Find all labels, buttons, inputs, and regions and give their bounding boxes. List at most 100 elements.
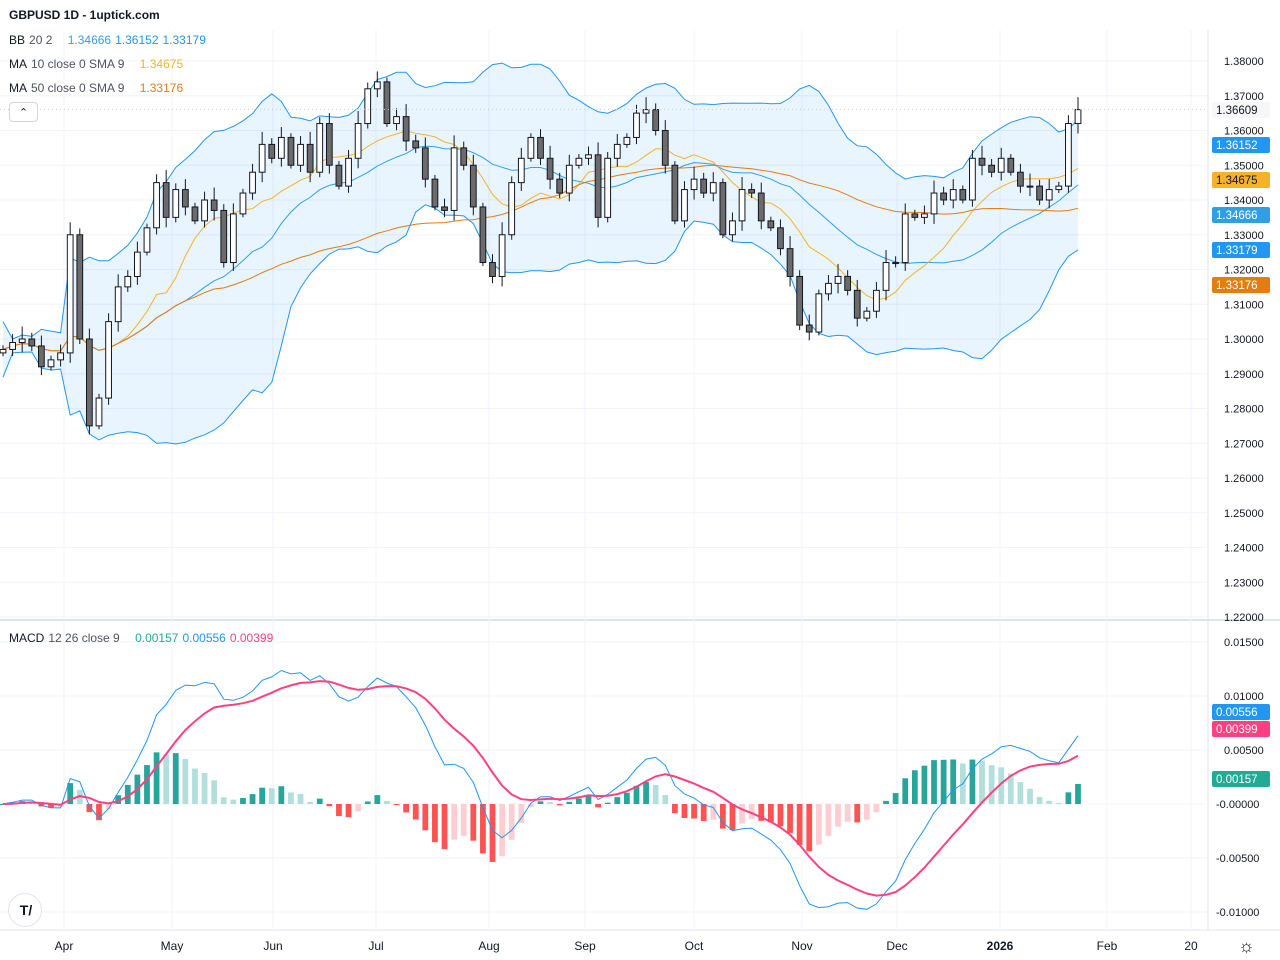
candle-body bbox=[853, 289, 861, 319]
candle bbox=[229, 203, 237, 271]
legend-ma50[interactable]: MA 50 close 0 SMA 9 1.33176 bbox=[9, 81, 187, 95]
macd-histogram-bar bbox=[48, 804, 54, 808]
legend-macd[interactable]: MACD 12 26 close 9 0.00157 0.00556 0.00399 bbox=[9, 631, 277, 645]
candle bbox=[863, 307, 871, 322]
macd-histogram-bar bbox=[902, 778, 909, 804]
macd-axis-badge: 0.00399 bbox=[1212, 721, 1270, 737]
candle-body bbox=[930, 192, 938, 215]
macd-histogram-bar bbox=[288, 792, 294, 804]
legend-macd-label: MACD bbox=[9, 631, 45, 645]
candle bbox=[325, 113, 333, 174]
candle-body bbox=[479, 206, 487, 264]
macd-histogram-bar bbox=[595, 804, 601, 808]
candle-body bbox=[508, 182, 516, 236]
gear-icon[interactable]: ☼ bbox=[1238, 936, 1255, 956]
time-tick-label: 2026 bbox=[987, 939, 1014, 953]
macd-histogram-bar bbox=[1046, 800, 1053, 804]
macd-histogram-bar bbox=[979, 760, 985, 804]
macd-histogram-bar bbox=[518, 804, 525, 823]
macd-histogram-bar bbox=[844, 804, 851, 822]
candle-body bbox=[873, 289, 880, 312]
candle-body bbox=[239, 192, 247, 215]
candle bbox=[66, 222, 74, 363]
macd-histogram-bar bbox=[758, 804, 765, 821]
time-tick-label: Oct bbox=[685, 939, 704, 953]
candle-body bbox=[1036, 185, 1043, 201]
candle-body bbox=[1026, 185, 1034, 188]
legend-bb-label: BB bbox=[9, 33, 26, 47]
candle bbox=[373, 71, 381, 98]
candle bbox=[28, 332, 36, 351]
macd-histogram-bar bbox=[489, 804, 496, 862]
candle-body bbox=[1017, 171, 1024, 187]
macd-histogram-bar bbox=[460, 804, 467, 836]
candle-body bbox=[460, 147, 468, 166]
macd-histogram-bar bbox=[777, 804, 784, 827]
collapse-legend-button[interactable]: ⌃ bbox=[9, 102, 38, 122]
macd-histogram-bar bbox=[988, 765, 995, 804]
candle bbox=[1007, 154, 1015, 176]
candle-body bbox=[431, 178, 439, 208]
macd-histogram-bar bbox=[1055, 802, 1062, 804]
candle bbox=[633, 104, 640, 145]
price-tick-label: 1.32000 bbox=[1224, 265, 1264, 277]
tradingview-logo[interactable]: T/ bbox=[8, 893, 42, 927]
candle bbox=[18, 326, 26, 353]
candle bbox=[786, 236, 794, 287]
legend-ma50-label: MA bbox=[9, 81, 27, 95]
candle bbox=[921, 205, 928, 225]
candle bbox=[508, 176, 516, 240]
candle-body bbox=[796, 275, 804, 326]
candle bbox=[57, 344, 64, 367]
legend-macd-params: 12 26 close 9 bbox=[48, 631, 120, 645]
candle-body bbox=[1007, 157, 1015, 173]
candle bbox=[815, 289, 823, 336]
candle-body bbox=[316, 123, 324, 173]
candle bbox=[105, 313, 112, 405]
legend-macd-value: 0.00556 bbox=[182, 631, 226, 645]
candle-body bbox=[911, 213, 919, 218]
axis-badge-value: 1.34666 bbox=[1216, 210, 1258, 222]
candle-body bbox=[901, 213, 909, 264]
candle-body bbox=[604, 157, 612, 218]
macd-histogram-bar bbox=[739, 804, 745, 824]
candle-body bbox=[527, 136, 535, 159]
candle bbox=[153, 174, 160, 235]
candle-body bbox=[921, 213, 928, 218]
macd-histogram-bar bbox=[863, 804, 870, 820]
candle bbox=[143, 223, 151, 256]
macd-tick-label: -0.01000 bbox=[1216, 907, 1259, 919]
candle bbox=[287, 133, 295, 169]
legend-ma10[interactable]: MA 10 close 0 SMA 9 1.34675 bbox=[9, 57, 187, 71]
price-tick-label: 1.29000 bbox=[1224, 369, 1264, 381]
candle bbox=[729, 212, 736, 242]
macd-histogram-bar bbox=[240, 798, 246, 804]
candle-body bbox=[537, 136, 544, 159]
candle-body bbox=[258, 143, 266, 173]
macd-histogram-bar bbox=[508, 804, 515, 840]
macd-histogram-bar bbox=[604, 802, 611, 804]
candle-body bbox=[978, 157, 986, 166]
macd-histogram-bar bbox=[537, 801, 544, 804]
candle bbox=[76, 228, 84, 345]
axis-badge-bg bbox=[1212, 277, 1270, 293]
candle bbox=[777, 219, 784, 256]
candle bbox=[930, 180, 938, 224]
candle-body bbox=[748, 189, 756, 194]
macd-histogram-bar bbox=[652, 784, 659, 804]
last-price-badge: 1.36609 bbox=[1212, 102, 1270, 118]
logo-text: T/ bbox=[19, 902, 32, 918]
macd-histogram-bar bbox=[345, 804, 352, 818]
price-axis-badge: 1.33176 bbox=[1212, 277, 1270, 293]
candle bbox=[959, 185, 967, 204]
candle-body bbox=[969, 157, 976, 201]
legend-macd-signal: 0.00399 bbox=[229, 631, 274, 645]
macd-histogram-bar bbox=[940, 759, 947, 804]
candle-body bbox=[825, 282, 832, 295]
macd-histogram-bar bbox=[422, 804, 429, 831]
candle bbox=[988, 158, 995, 178]
candle bbox=[1026, 173, 1034, 197]
candle bbox=[661, 120, 669, 174]
legend-bb[interactable]: BB 20 2 1.34666 1.36152 1.33179 bbox=[9, 33, 210, 47]
